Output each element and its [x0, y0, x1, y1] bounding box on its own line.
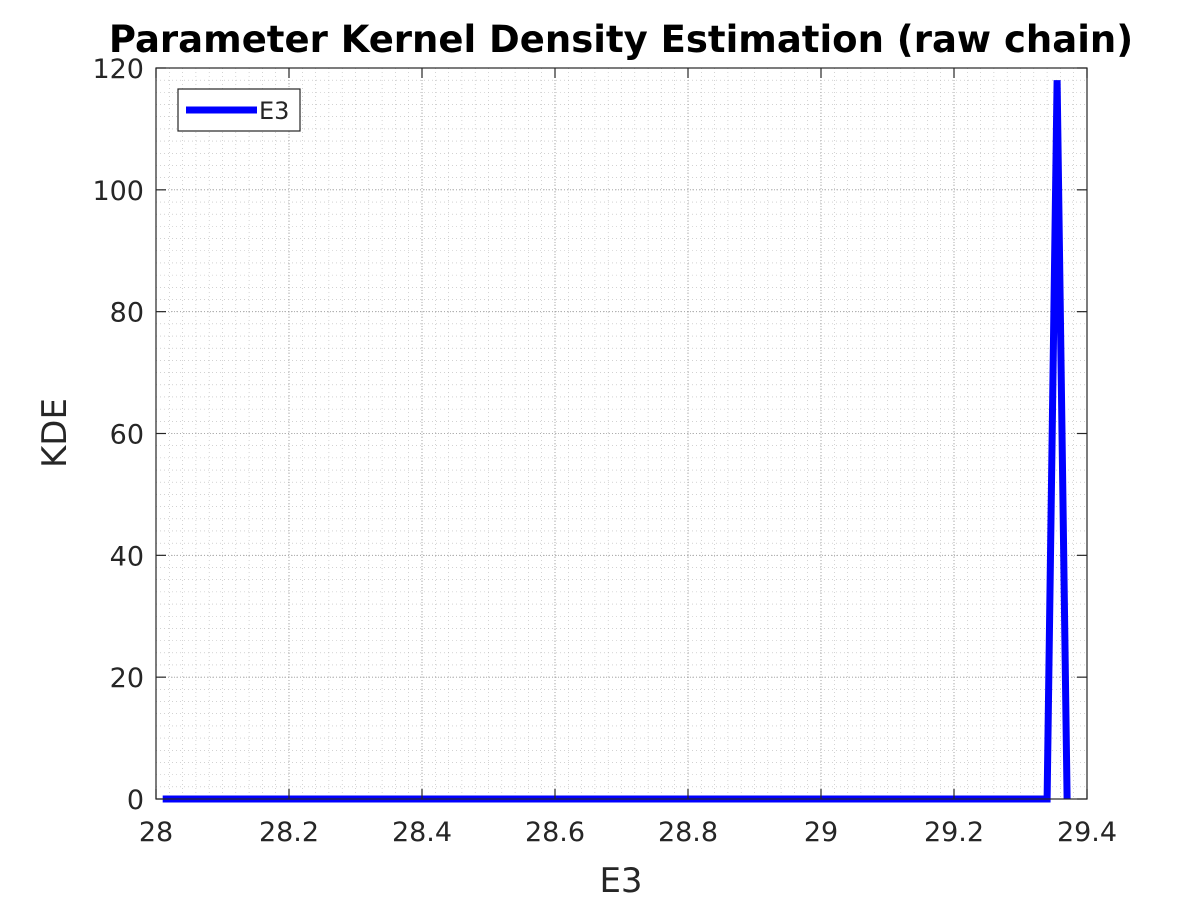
y-tick-label: 20 — [110, 663, 144, 694]
x-tick-label: 28.4 — [392, 817, 452, 848]
x-axis-label: E3 — [599, 861, 642, 900]
x-tick-label: 29.4 — [1057, 817, 1117, 848]
x-tick-label: 28.2 — [259, 817, 319, 848]
legend-label-e3: E3 — [259, 97, 289, 125]
y-tick-label: 80 — [110, 298, 144, 329]
x-tick-label: 28.6 — [525, 817, 585, 848]
ticks: 28 28.2 28.4 28.6 28.8 29 29.2 29.4 0 20 40 60 80 100… — [92, 54, 1117, 848]
chart-title: Parameter Kernel Density Estimation (raw… — [109, 18, 1133, 61]
y-tick-label: 100 — [92, 176, 144, 207]
x-tick-label: 28.8 — [658, 817, 718, 848]
legend: E3 — [177, 88, 301, 132]
y-tick-label: 40 — [110, 541, 144, 572]
y-tick-label: 120 — [92, 54, 144, 85]
x-tick-label: 29 — [804, 817, 838, 848]
x-tick-label: 29.2 — [924, 817, 984, 848]
y-tick-label: 60 — [110, 420, 144, 451]
x-tick-label: 28 — [139, 817, 173, 848]
y-axis-label: KDE — [35, 398, 75, 468]
y-tick-label: 0 — [127, 785, 144, 816]
